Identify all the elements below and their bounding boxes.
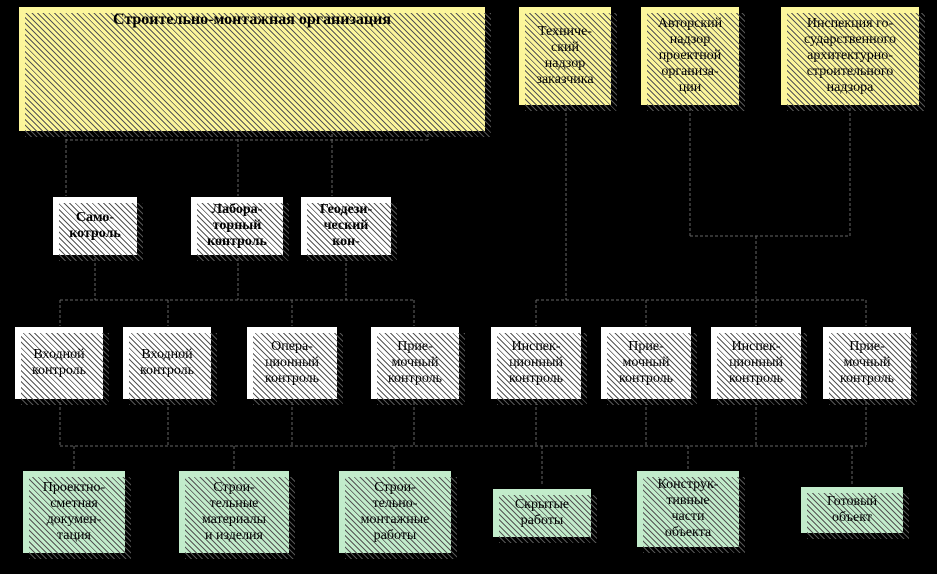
control-7: Прие- мочный контроль	[822, 326, 912, 400]
oversight-2: Инспекция го- сударственного архитектурн…	[780, 6, 920, 106]
control-4: Инспек- ционный контроль	[490, 326, 582, 400]
object-4-label: Конструк- тивные части объекта	[658, 477, 719, 541]
control-2: Опера- ционный контроль	[246, 326, 338, 400]
org-title: Строительно-монтажная организация	[19, 11, 485, 29]
control-0: Входной контроль	[14, 326, 104, 400]
control-7-label: Прие- мочный контроль	[840, 339, 894, 387]
control-type-1-label: Лабора- торный контроль	[207, 202, 267, 250]
control-6-label: Инспек- ционный контроль	[729, 339, 783, 387]
control-type-0: Само- котроль	[52, 196, 138, 256]
control-type-1: Лабора- торный контроль	[190, 196, 284, 256]
control-type-2: Геодези- ческий кон-	[300, 196, 392, 256]
oversight-2-label: Инспекция го- сударственного архитектурн…	[804, 16, 896, 96]
control-1-label: Входной контроль	[140, 347, 194, 379]
control-6: Инспек- ционный контроль	[710, 326, 802, 400]
oversight-1-label: Авторский надзор проектной организа- ции	[658, 16, 722, 96]
object-1-label: Строи- тельные материалы и изделия	[202, 480, 266, 544]
object-0: Проектно- сметная докумен- тация	[22, 470, 126, 554]
object-1: Строи- тельные материалы и изделия	[178, 470, 290, 554]
object-5-label: Готовый объект	[827, 494, 877, 526]
org-container: Строительно-монтажная организация	[18, 6, 486, 132]
control-3: Прие- мочный контроль	[370, 326, 460, 400]
oversight-0-label: Техниче- ский надзор заказчика	[536, 24, 593, 88]
control-type-2-label: Геодези- ческий кон-	[320, 202, 372, 250]
control-5: Прие- мочный контроль	[600, 326, 692, 400]
control-4-label: Инспек- ционный контроль	[509, 339, 563, 387]
object-3: Скрытые работы	[492, 488, 592, 538]
object-4: Конструк- тивные части объекта	[636, 470, 740, 548]
oversight-1: Авторский надзор проектной организа- ции	[640, 6, 740, 106]
control-3-label: Прие- мочный контроль	[388, 339, 442, 387]
oversight-0: Техниче- ский надзор заказчика	[518, 6, 612, 106]
control-5-label: Прие- мочный контроль	[619, 339, 673, 387]
object-2: Строи- тельно- монтажные работы	[338, 470, 452, 554]
control-type-0-label: Само- котроль	[69, 210, 121, 242]
object-5: Готовый объект	[800, 486, 904, 534]
control-0-label: Входной контроль	[32, 347, 86, 379]
control-1: Входной контроль	[122, 326, 212, 400]
object-3-label: Скрытые работы	[515, 497, 569, 529]
object-2-label: Строи- тельно- монтажные работы	[361, 480, 430, 544]
object-0-label: Проектно- сметная докумен- тация	[43, 480, 105, 544]
control-2-label: Опера- ционный контроль	[265, 339, 319, 387]
